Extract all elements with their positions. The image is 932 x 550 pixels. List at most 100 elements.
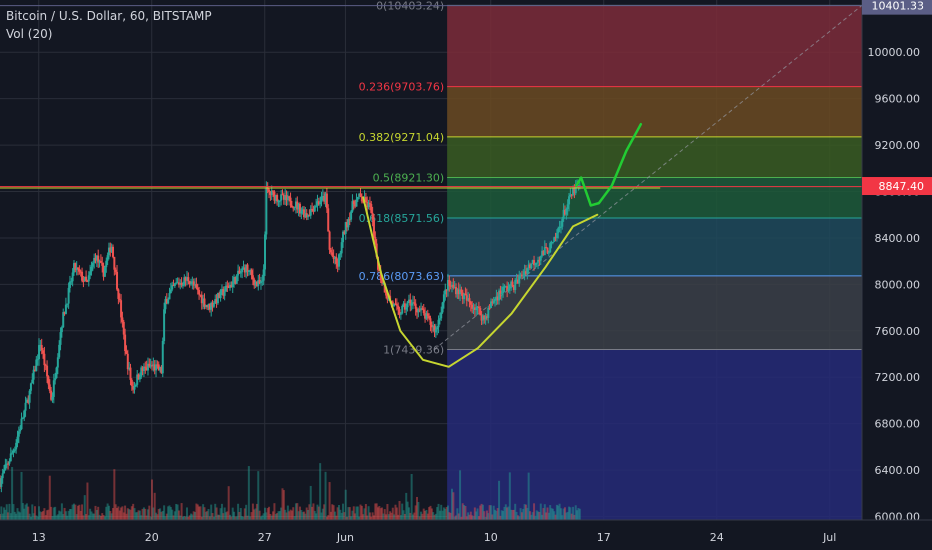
volume-bar [475, 511, 478, 520]
volume-bar [512, 509, 515, 520]
volume-bar [432, 512, 435, 520]
candle-body [42, 350, 45, 354]
volume-bar [446, 505, 449, 520]
candle-body [85, 276, 88, 281]
candle-body [500, 293, 503, 295]
fib-zone-0.618 [447, 218, 862, 276]
volume-bar [144, 508, 147, 520]
volume-bar [428, 507, 431, 520]
candle-body [169, 289, 172, 294]
candle-body [184, 277, 187, 281]
candle-body [316, 201, 319, 206]
candle-body [63, 312, 66, 314]
candle-body [198, 290, 201, 295]
candle-body [13, 449, 16, 451]
volume-bar [270, 515, 273, 520]
volume-bar [437, 503, 440, 520]
candle-body [296, 201, 299, 210]
candle-body [286, 196, 289, 201]
candle-body [440, 312, 443, 319]
volume-bar [523, 504, 526, 520]
volume-bar [28, 513, 31, 520]
volume-bar [315, 513, 318, 520]
volume-bar [58, 510, 61, 520]
volume-bar [566, 511, 569, 520]
candle-body [555, 233, 558, 239]
volume-bar [118, 510, 121, 520]
candle-body [315, 205, 318, 207]
price-tick-label: 8400.00 [875, 232, 921, 245]
volume-bar [572, 506, 575, 520]
candle-body [24, 402, 27, 411]
volume-bar [498, 480, 501, 520]
volume-bar [11, 467, 14, 520]
time-axis[interactable]: 13 20 27 Jun 10 17 24 Jul [0, 519, 932, 550]
candle-body [420, 308, 423, 311]
user-drawings[interactable] [0, 122, 862, 368]
volume-bar [184, 516, 187, 520]
candle-body [488, 307, 491, 309]
volume-bar [169, 507, 172, 520]
candle-body [66, 303, 69, 305]
volume-bar [479, 505, 482, 520]
candle-body [133, 386, 136, 390]
volume-bar [568, 506, 571, 520]
candle-body [77, 267, 80, 269]
volume-bar [171, 509, 174, 520]
volume-bar [473, 507, 476, 520]
volume-bar [56, 514, 59, 520]
volume-bar [272, 511, 275, 520]
volume-bar [243, 508, 246, 520]
candle-body [534, 263, 537, 266]
candle-body [304, 213, 307, 218]
candle-body [55, 367, 58, 379]
candlestick-series [0, 179, 581, 493]
volume-bar [312, 503, 315, 520]
candle-body [11, 452, 14, 454]
volume-bar [268, 506, 271, 520]
symbol-title[interactable]: Bitcoin / U.S. Dollar, 60, BITSTAMP [6, 9, 212, 23]
volume-bar [553, 511, 556, 520]
candle-body [208, 303, 211, 310]
volume-bar [165, 513, 168, 520]
volume-bar [223, 507, 226, 520]
volume-bar [421, 513, 424, 520]
volume-indicator-label[interactable]: Vol (20) [6, 27, 53, 41]
candle-body [337, 254, 340, 267]
candle-body [163, 309, 166, 341]
candle-body [332, 255, 335, 259]
volume-bar [391, 507, 394, 520]
volume-bar [17, 511, 20, 520]
candle-body [406, 301, 409, 308]
time-tick-label: 17 [597, 531, 611, 544]
volume-bar [460, 516, 463, 520]
volume-bar [192, 511, 195, 520]
candle-body [199, 294, 202, 296]
candle-body [574, 186, 577, 194]
fib-level-label-0.382: 0.382(9271.04) [359, 131, 445, 144]
candle-body [168, 293, 171, 300]
candle-body [196, 287, 199, 291]
volume-bar [82, 515, 85, 520]
candle-body [569, 194, 572, 197]
volume-bar [191, 514, 194, 520]
volume-bar [179, 515, 182, 520]
candle-body [395, 304, 398, 306]
volume-bar [518, 516, 521, 520]
candle-body [285, 195, 288, 201]
candle-body [224, 285, 227, 292]
candle-body [124, 334, 127, 352]
current-price-tag [862, 177, 932, 196]
candle-body [381, 279, 384, 284]
candle-body [264, 234, 267, 270]
candle-body [394, 303, 397, 305]
volume-bar [492, 505, 495, 520]
volume-bar [483, 511, 486, 520]
top-price-tag-label: 10401.33 [872, 0, 925, 13]
fib-zone-0 [447, 5, 862, 87]
volume-bar [142, 507, 145, 520]
candle-body [342, 231, 345, 243]
fibonacci-retracement[interactable]: 0(10403.24) 0.236(9703.76) 0.382(9271.04) 0… [359, 0, 863, 520]
